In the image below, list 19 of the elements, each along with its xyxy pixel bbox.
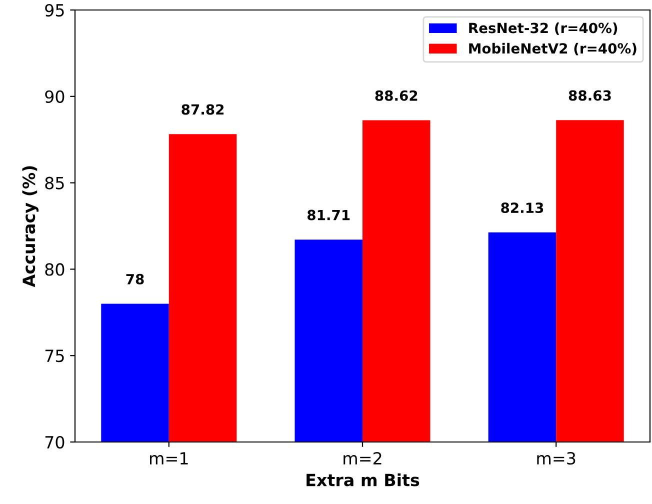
y-axis-title: Accuracy (%)	[22, 166, 39, 288]
y-tick-label: 95	[45, 4, 64, 17]
data-label: 82.13	[501, 202, 544, 214]
x-tick-label: m=1	[150, 452, 188, 464]
y-tick-label: 90	[45, 90, 64, 103]
y-tick-label: 70	[45, 436, 64, 449]
legend-label: MobileNetV2 (r=40%)	[469, 42, 636, 56]
legend-label: ResNet-32 (r=40%)	[469, 22, 618, 35]
data-label: 87.82	[182, 104, 224, 115]
data-label: 88.63	[568, 90, 611, 101]
x-tick-label: m=3	[537, 452, 576, 465]
data-label: 78	[126, 274, 144, 284]
y-tick-label: 80	[45, 263, 64, 276]
y-tick-label: 75	[45, 350, 64, 362]
x-axis-title: Extra m Bits	[306, 473, 420, 486]
y-tick-label: 85	[45, 176, 64, 190]
data-label: 81.71	[308, 210, 350, 220]
data-label: 88.62	[375, 90, 418, 101]
x-tick-label: m=2	[344, 452, 382, 464]
